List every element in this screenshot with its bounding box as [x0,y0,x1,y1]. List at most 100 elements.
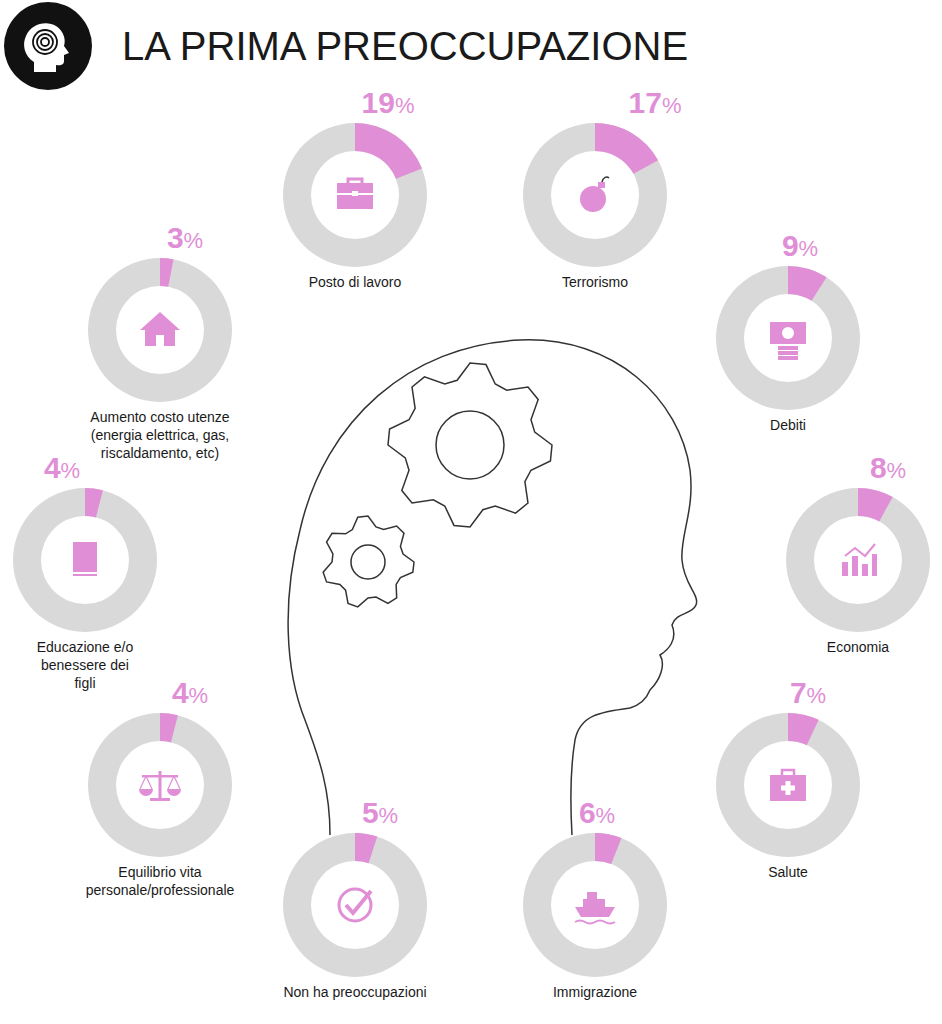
category-line: Non ha preoccupazioni [283,984,426,1000]
donut-value [355,833,377,863]
icon-part [73,542,97,576]
value-label: 19% [362,86,415,119]
donut [716,266,860,410]
donut [283,123,427,267]
donut-track [523,833,667,977]
category-line: Immigrazione [553,984,637,1000]
donut-track [13,488,157,632]
icon [339,889,371,921]
donut-track [523,123,667,267]
icon-part [73,572,97,574]
gear-large-hole [436,411,504,479]
icon-strings [140,776,180,789]
category-line: Posto di lavoro [309,274,402,290]
value-number: 6 [579,796,596,829]
value-unit: % [799,236,819,261]
donut-value [160,713,178,742]
value-label: 4% [172,676,208,709]
icon-part [862,564,868,576]
category-line: Debiti [770,417,806,433]
value-label: 6% [579,796,615,829]
category-line: Economia [827,639,889,655]
donut-value [160,258,173,287]
icon [575,892,615,924]
icon [842,544,877,576]
value-number: 7 [790,676,807,709]
icon-part [842,562,848,576]
icon-check [346,891,371,913]
category-label: Educazione e/obenessere deifigli [37,639,134,691]
donut-track [283,123,427,267]
donut [716,713,860,857]
icon-part [142,775,178,778]
icon [770,322,806,360]
icon-part [139,789,153,796]
value-number: 4 [44,451,61,484]
donut-track [716,713,860,857]
icon-part [156,335,164,346]
icon-line [845,544,875,556]
value-unit: % [184,228,204,253]
icon-handle [782,770,794,775]
icon-part [167,789,181,796]
icon-part [337,183,373,209]
donut [13,488,157,632]
category-label: Debiti [770,417,806,433]
icon [580,177,609,212]
header-icon-spiral [41,38,49,46]
icon-part [150,798,170,801]
donut-track [716,266,860,410]
value-number: 5 [362,796,379,829]
value-label: 5% [362,796,398,829]
chart-svg: LA PRIMA PREOCCUPAZIONE19%Posto di lavor… [0,0,942,1024]
icon-part [339,889,371,921]
marks [13,123,930,977]
value-unit: % [379,803,399,828]
value-unit: % [807,683,827,708]
category-line: Equilibrio vita [118,864,201,880]
header-icon-spiral [33,30,57,54]
donut [523,123,667,267]
value-number: 3 [167,221,184,254]
icon-part [852,556,858,576]
donut-value [788,266,827,301]
donut [88,713,232,857]
value-number: 19 [362,86,395,119]
icon-part [575,907,615,917]
icon-fuse [602,177,609,182]
value-unit: % [189,683,209,708]
icon [770,770,806,801]
value-unit: % [596,803,616,828]
donut [88,258,232,402]
value-label: 8% [870,451,906,484]
value-label: 9% [782,229,818,262]
value-number: 8 [870,451,887,484]
header-icon [4,2,92,90]
value-number: 9 [782,229,799,262]
icon [139,771,181,801]
donut-value [595,833,622,864]
chart-container: LA PRIMA PREOCCUPAZIONE19%Posto di lavor… [0,0,942,1024]
category-label: Aumento costo utenze(energia elettrica, … [90,409,230,461]
category-line: Educazione e/o [37,639,134,655]
icon-part [778,346,798,350]
icon-part [781,786,795,791]
icon-wave [575,921,615,924]
donut-value [85,488,103,517]
category-line: Salute [768,864,808,880]
category-line: riscaldamento, etc) [101,445,219,461]
donut-value [788,713,819,745]
icon-part [580,186,606,212]
head-decoration [288,340,697,835]
icon-part [352,191,358,196]
icon-part [587,892,597,899]
header-icon-spiral [37,34,53,50]
icon [140,312,180,346]
donut-track [88,258,232,402]
icon-part [782,327,794,339]
category-line: benessere dei [41,657,129,673]
donut [786,488,930,632]
donut [523,833,667,977]
donut-value [595,123,658,174]
header-icon-bg [4,2,92,90]
